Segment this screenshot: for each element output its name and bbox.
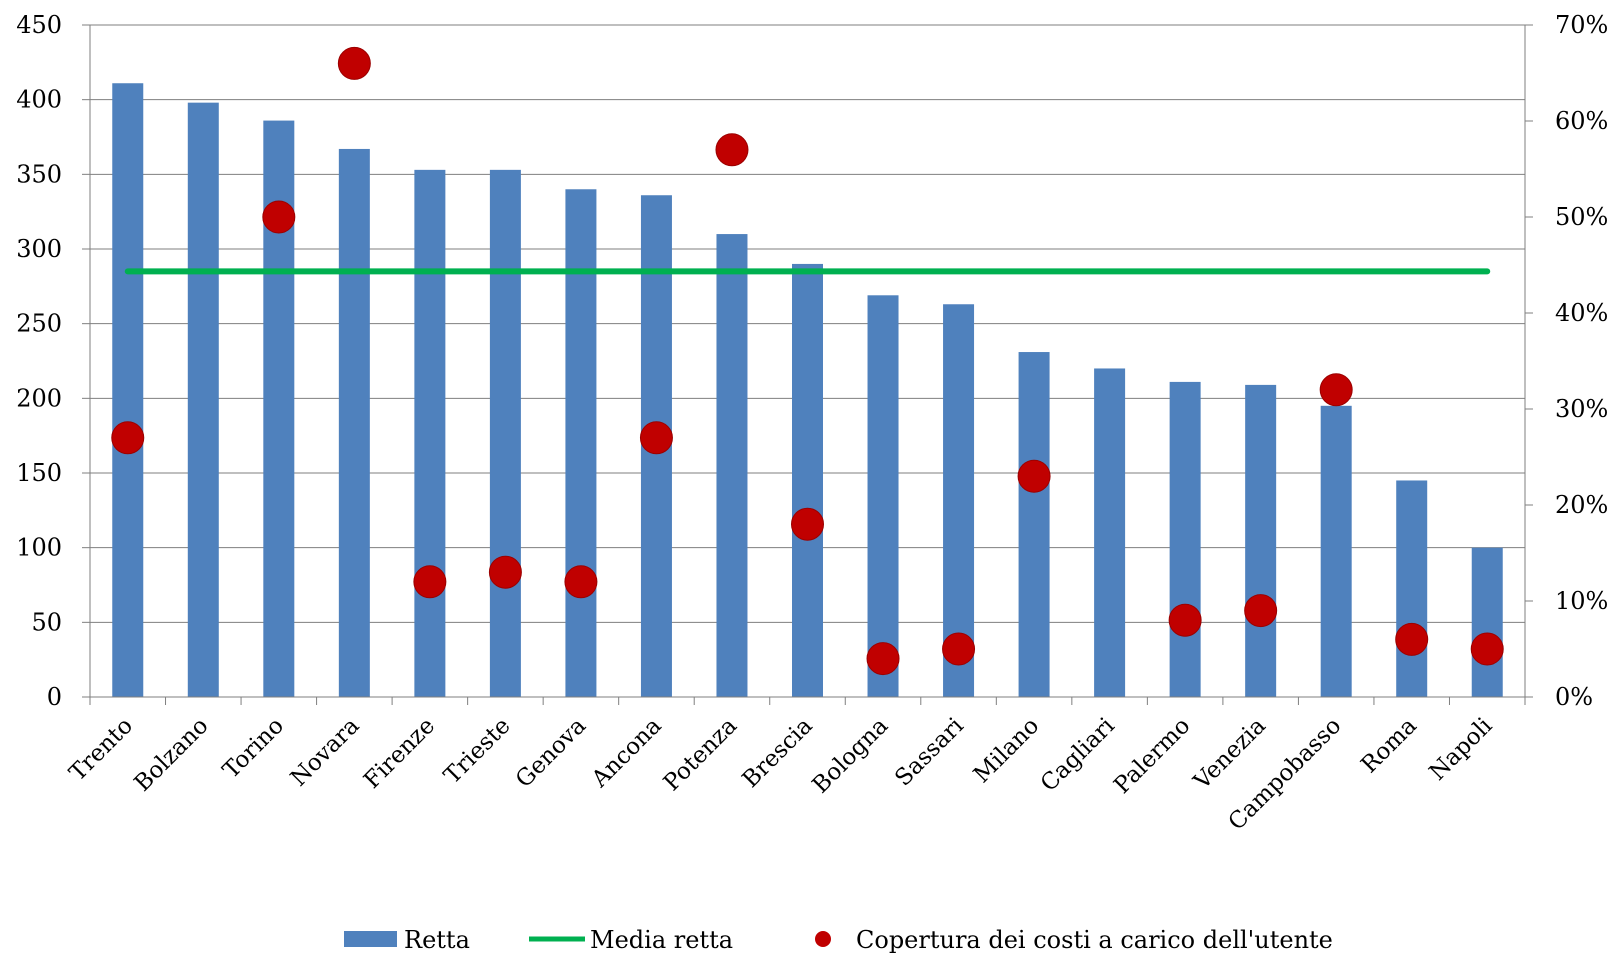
- left-tick-label: 200: [16, 384, 62, 412]
- category-label: Palermo: [1109, 713, 1195, 799]
- category-label: Bolzano: [130, 713, 214, 797]
- category-label: Trento: [65, 713, 138, 786]
- category-label: Ancona: [586, 713, 667, 794]
- bar: [1320, 405, 1352, 697]
- legend-bar-label: Retta: [404, 926, 470, 953]
- marker-point: [262, 200, 296, 234]
- bar: [1094, 368, 1126, 697]
- marker-point: [111, 421, 145, 455]
- bar: [1018, 352, 1050, 697]
- marker-point: [337, 46, 371, 80]
- bar: [187, 102, 219, 698]
- left-tick-label: 50: [31, 608, 62, 636]
- legend: Retta Media retta Copertura dei costi a …: [344, 926, 1333, 953]
- bar: [1471, 547, 1503, 697]
- right-tick-label: 0%: [1555, 683, 1593, 711]
- right-tick-label: 10%: [1555, 587, 1608, 615]
- category-label: Torino: [218, 713, 289, 784]
- axes: [89, 25, 1526, 705]
- marker-point: [1244, 594, 1278, 628]
- left-tick-label: 300: [16, 235, 62, 263]
- marker-point: [942, 632, 976, 666]
- right-tick-label: 30%: [1555, 395, 1608, 423]
- category-label: Trieste: [439, 713, 515, 789]
- marker-point: [564, 565, 598, 599]
- left-tick-label: 400: [16, 86, 62, 114]
- category-label: Roma: [1356, 713, 1422, 779]
- right-tick-label: 50%: [1555, 203, 1608, 231]
- bar: [1245, 384, 1277, 697]
- bar: [867, 295, 899, 697]
- right-tick-label: 60%: [1555, 107, 1608, 135]
- bar: [414, 169, 446, 697]
- legend-bar-swatch: [344, 931, 397, 947]
- marker-point: [1168, 603, 1202, 637]
- marker-series: [111, 46, 1504, 676]
- category-label: Milano: [969, 713, 1044, 788]
- left-tick-label: 250: [16, 310, 62, 338]
- marker-point: [413, 565, 447, 599]
- marker-point: [715, 133, 749, 167]
- left-axis-ticks: 0 50 100 150 200 250 300 350 400 450: [16, 11, 90, 711]
- category-label: Firenze: [359, 713, 440, 794]
- marker-point: [1017, 459, 1051, 493]
- left-tick-label: 100: [16, 534, 62, 562]
- bar: [565, 189, 597, 697]
- category-label: Sassari: [890, 713, 969, 792]
- right-tick-label: 20%: [1555, 491, 1608, 519]
- category-label: Brescia: [738, 713, 818, 793]
- category-label: Genova: [511, 713, 591, 793]
- marker-point: [488, 555, 522, 589]
- marker-point: [1395, 622, 1429, 656]
- right-axis-ticks: 0% 10% 20% 30% 40% 50% 60% 70%: [1525, 11, 1608, 711]
- legend-marker-label: Copertura dei costi a carico dell'utente: [856, 926, 1333, 953]
- marker-point: [1319, 373, 1353, 407]
- bar: [112, 83, 144, 698]
- bar: [1396, 480, 1428, 697]
- bar: [338, 148, 370, 698]
- bar: [716, 234, 748, 698]
- marker-point: [639, 421, 673, 455]
- category-label: Potenza: [659, 713, 743, 797]
- left-tick-label: 0: [47, 683, 62, 711]
- marker-point: [1470, 632, 1504, 666]
- left-tick-label: 350: [16, 160, 62, 188]
- bar: [943, 304, 975, 697]
- bar: [489, 169, 521, 697]
- category-label: Bologna: [808, 713, 894, 799]
- right-tick-label: 70%: [1555, 11, 1608, 39]
- bar: [1169, 381, 1201, 697]
- category-label: Novara: [286, 713, 365, 792]
- left-tick-label: 450: [16, 11, 62, 39]
- marker-point: [791, 507, 824, 541]
- category-label: Cagliari: [1036, 713, 1120, 797]
- category-label: Napoli: [1425, 713, 1498, 786]
- right-tick-label: 40%: [1555, 299, 1608, 327]
- bar: [792, 263, 823, 697]
- bar-series: [112, 83, 1503, 698]
- left-tick-label: 150: [16, 459, 62, 487]
- legend-marker-swatch: [815, 931, 831, 947]
- marker-point: [866, 642, 900, 676]
- legend-line-label: Media retta: [590, 926, 733, 953]
